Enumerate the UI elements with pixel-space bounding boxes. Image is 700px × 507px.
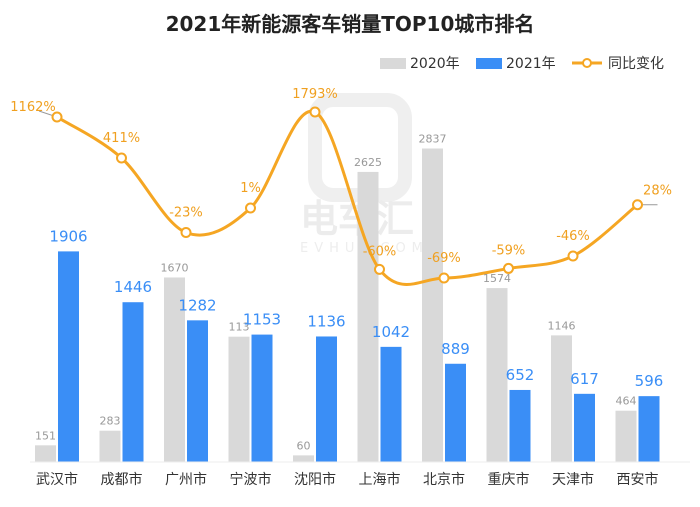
legend-label-2020: 2020年 bbox=[410, 56, 460, 72]
label-2021: 1136 bbox=[307, 312, 345, 330]
bar-2021 bbox=[316, 336, 337, 462]
label-2020: 2625 bbox=[354, 156, 382, 169]
category-label: 广州市 bbox=[165, 471, 207, 488]
chart-title: 2021年新能源客车销量TOP10城市排名 bbox=[165, 12, 535, 36]
bar-2021 bbox=[380, 346, 402, 462]
label-2020: 283 bbox=[100, 415, 121, 428]
bar-2020 bbox=[35, 445, 56, 462]
bar-2020 bbox=[357, 171, 379, 462]
yoy-point bbox=[567, 250, 579, 262]
category-label: 武汉市 bbox=[36, 471, 78, 488]
bar-2020 bbox=[164, 277, 185, 462]
bar-2021 bbox=[638, 396, 660, 462]
category-label: 上海市 bbox=[359, 471, 401, 488]
bars-group bbox=[35, 148, 660, 462]
label-2021: 1906 bbox=[49, 227, 87, 245]
bar-2021 bbox=[574, 393, 595, 462]
bar-2020 bbox=[422, 148, 443, 462]
bar-2021 bbox=[445, 363, 466, 462]
label-yoy: -23% bbox=[169, 206, 203, 221]
label-2021: 617 bbox=[570, 370, 599, 388]
yoy-point bbox=[51, 111, 63, 123]
category-label: 北京市 bbox=[423, 471, 465, 488]
yoy-point bbox=[438, 272, 450, 284]
label-2020: 464 bbox=[616, 395, 637, 408]
bar-2021 bbox=[187, 320, 208, 462]
bar-2021 bbox=[58, 251, 79, 462]
label-2021: 1042 bbox=[372, 323, 410, 341]
bar-2021 bbox=[509, 389, 531, 462]
label-2020: 113 bbox=[229, 321, 250, 334]
label-yoy: -59% bbox=[492, 243, 526, 258]
category-label: 西安市 bbox=[617, 471, 659, 488]
label-2021: 1153 bbox=[243, 311, 281, 329]
label-2020: 2837 bbox=[419, 133, 447, 146]
bar-2020 bbox=[228, 336, 250, 462]
legend: 2020年 2021年 同比变化 bbox=[380, 56, 664, 72]
bar-2021 bbox=[251, 334, 273, 462]
category-label: 重庆市 bbox=[488, 471, 530, 488]
label-yoy: 1162% bbox=[10, 100, 55, 115]
bar-2020 bbox=[486, 288, 508, 462]
label-yoy: 28% bbox=[643, 184, 672, 199]
yoy-point bbox=[374, 263, 385, 275]
label-2020: 1670 bbox=[161, 261, 189, 274]
label-2020: 1146 bbox=[548, 319, 576, 332]
label-yoy: 1793% bbox=[292, 87, 337, 102]
label-2020: 1574 bbox=[483, 272, 511, 285]
yoy-line bbox=[56, 109, 639, 286]
bar-2020 bbox=[615, 410, 637, 462]
legend-swatch-2020 bbox=[380, 58, 406, 69]
category-label: 宁波市 bbox=[230, 471, 272, 488]
yoy-point bbox=[503, 262, 514, 274]
category-label: 沈阳市 bbox=[294, 471, 336, 488]
label-2021: 652 bbox=[506, 366, 535, 384]
label-yoy: -69% bbox=[427, 251, 461, 266]
label-2021: 1282 bbox=[178, 296, 216, 314]
bar-2020 bbox=[551, 335, 572, 462]
label-yoy: -46% bbox=[556, 229, 590, 244]
label-yoy: 411% bbox=[103, 131, 140, 146]
label-2020: 60 bbox=[297, 439, 311, 452]
label-yoy: -60% bbox=[363, 244, 397, 259]
yoy-line-group bbox=[38, 106, 658, 286]
label-2021: 889 bbox=[441, 340, 470, 358]
legend-label-2021: 2021年 bbox=[506, 56, 556, 72]
yoy-point bbox=[116, 152, 127, 164]
label-2020: 151 bbox=[35, 429, 56, 442]
label-2021: 596 bbox=[635, 372, 664, 390]
category-label: 天津市 bbox=[552, 471, 594, 488]
label-2021: 1446 bbox=[114, 278, 152, 296]
legend-swatch-2021 bbox=[476, 58, 502, 69]
yoy-point bbox=[245, 202, 256, 214]
bar-2021 bbox=[122, 302, 144, 462]
bar-2020 bbox=[293, 455, 314, 462]
legend-marker-yoy bbox=[582, 58, 592, 68]
yoy-point bbox=[632, 199, 643, 211]
yoy-point bbox=[180, 227, 192, 239]
legend-label-yoy: 同比变化 bbox=[608, 56, 664, 72]
bar-2020 bbox=[99, 430, 121, 462]
yoy-point bbox=[309, 106, 321, 118]
label-yoy: 1% bbox=[240, 181, 261, 196]
category-label: 成都市 bbox=[101, 471, 143, 488]
